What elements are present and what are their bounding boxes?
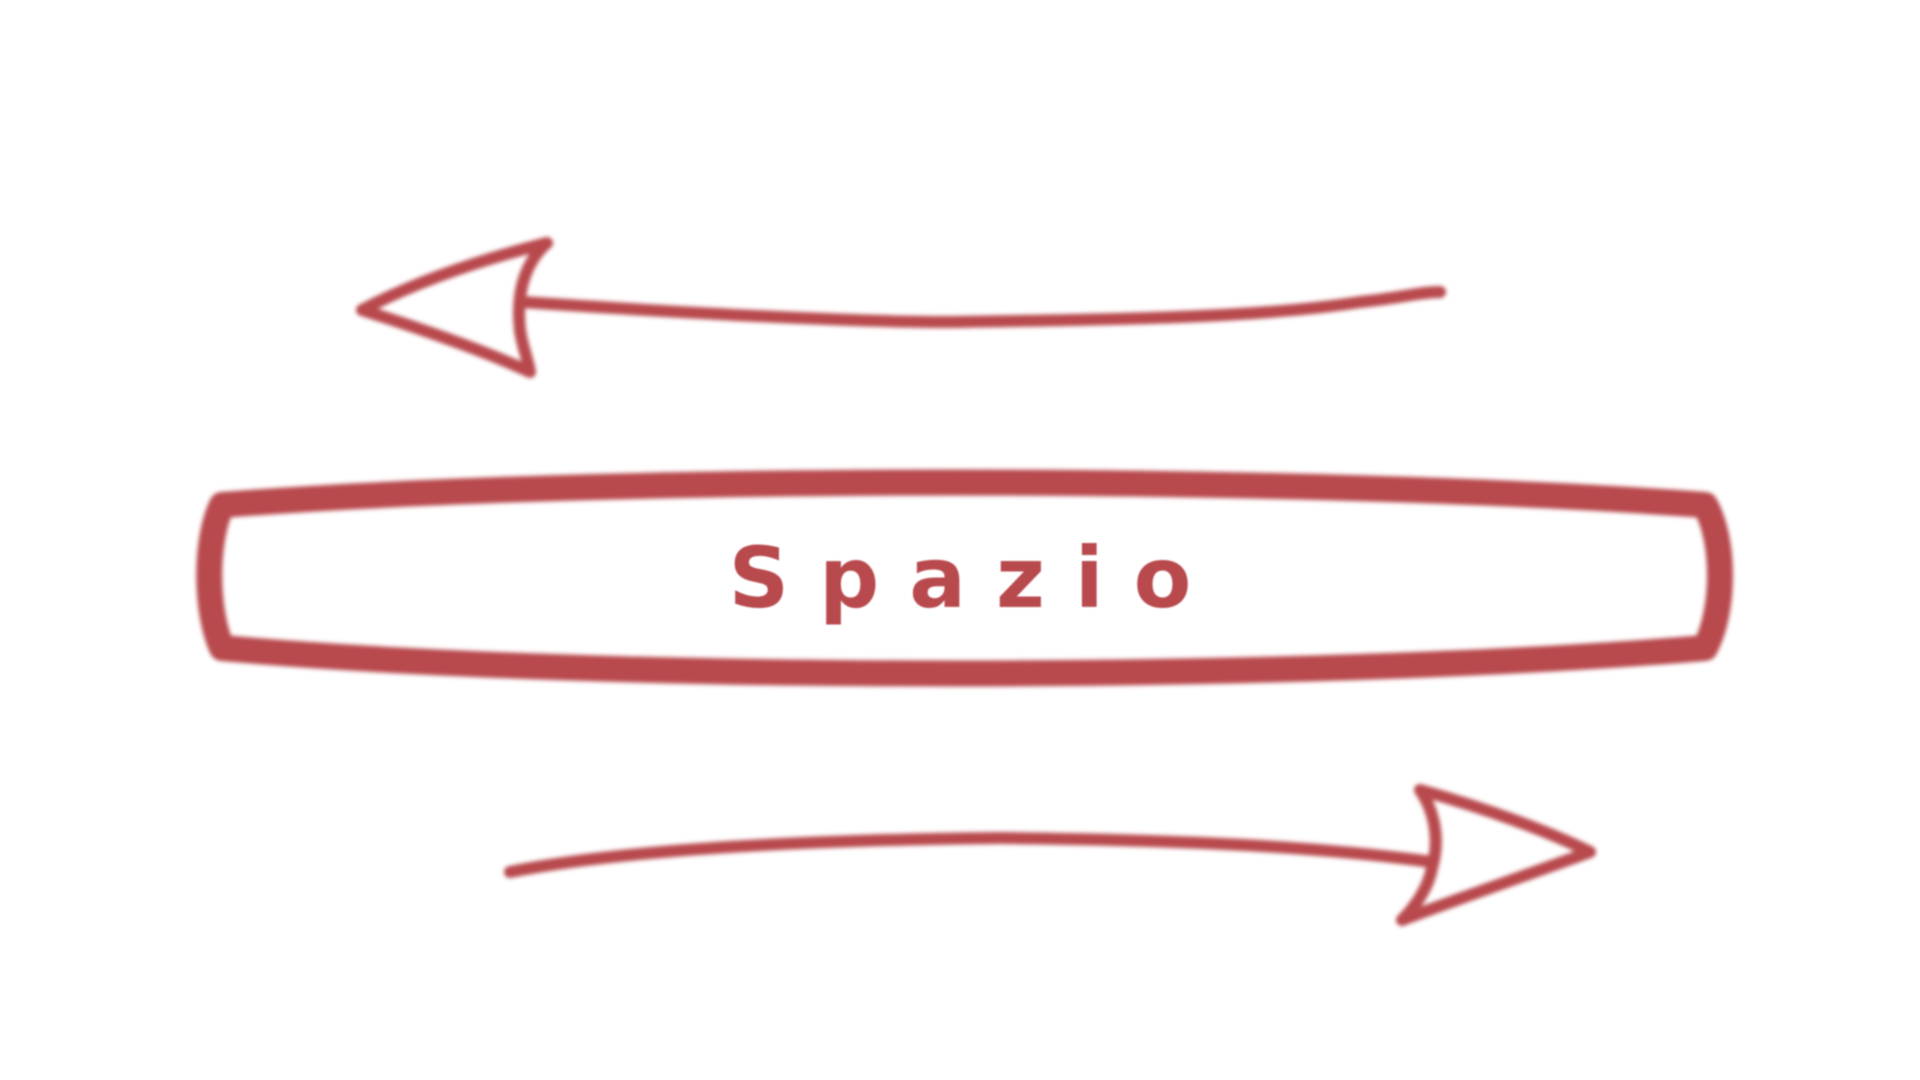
right-arrow-shaft: [504, 832, 1438, 878]
label-text: Spazio: [728, 529, 1222, 627]
right-arrow-head: [1396, 784, 1596, 926]
label-box: [196, 469, 1733, 687]
label-box-outline: [196, 469, 1733, 687]
left-arrow-shaft: [516, 286, 1446, 328]
left-arrow-icon: [356, 237, 1446, 378]
left-arrow-head: [356, 237, 553, 378]
right-arrow-icon: [504, 784, 1596, 926]
